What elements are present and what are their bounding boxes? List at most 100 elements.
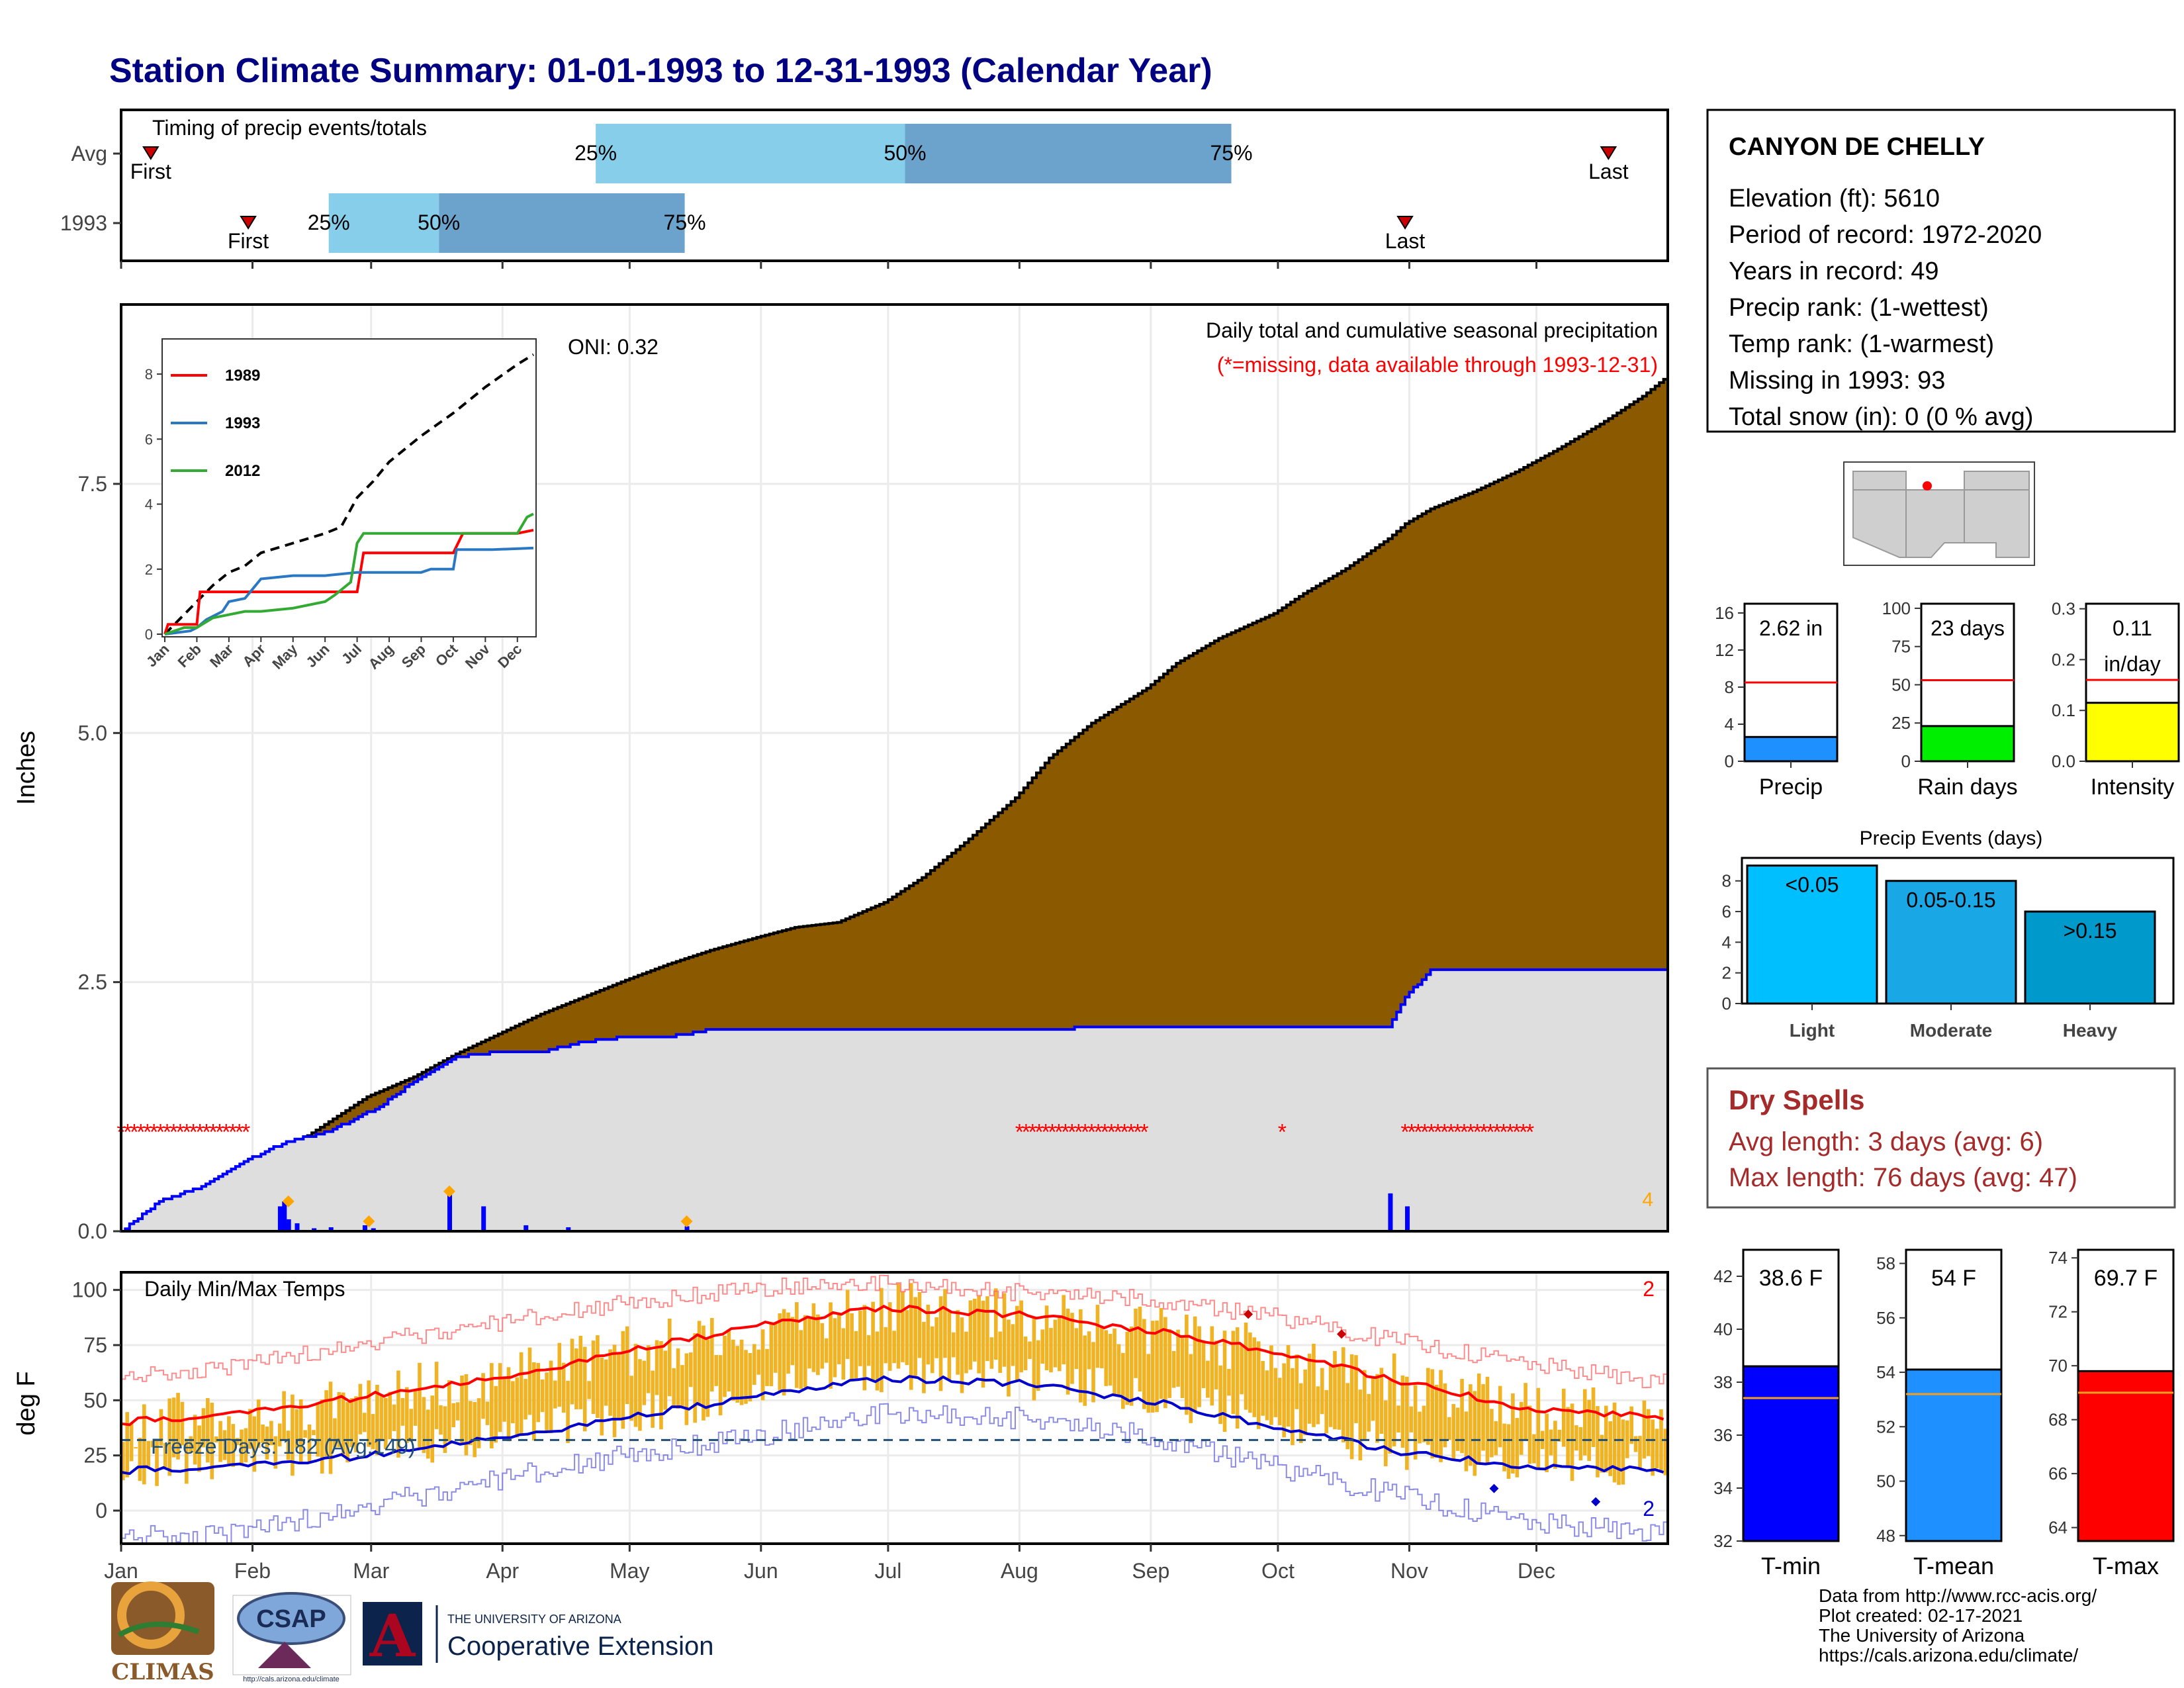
daily-temp-bar — [744, 1350, 748, 1404]
daily-temp-bar — [1400, 1375, 1405, 1448]
missing-day-marker: * — [1061, 1119, 1069, 1145]
daily-temp-bar — [727, 1331, 731, 1392]
intensity-value-unit: in/day — [2104, 652, 2160, 676]
page-title: Station Climate Summary: 01-01-1993 to 1… — [109, 52, 1212, 90]
missing-day-marker: * — [222, 1119, 230, 1145]
daily-temp-bar — [633, 1344, 638, 1427]
daily-temp-bar — [866, 1335, 871, 1366]
daily-temp-bar — [1655, 1429, 1659, 1469]
daily-temp-bar — [1392, 1353, 1396, 1446]
daily-temp-bar — [545, 1372, 549, 1431]
daily-temp-bar — [1455, 1407, 1460, 1451]
daily-temp-bar — [129, 1423, 134, 1462]
station-period: Period of record: 1972-2020 — [1729, 221, 2042, 249]
missing-day-marker: * — [169, 1119, 178, 1145]
record-low-count: 2 — [1643, 1497, 1655, 1521]
daily-temp-bar — [383, 1397, 388, 1450]
daily-temp-bar — [527, 1347, 532, 1415]
month-tick-label: Apr — [486, 1559, 519, 1583]
timing-title: Timing of precip events/totals — [152, 116, 427, 140]
missing-day-marker: * — [1499, 1119, 1508, 1145]
daily-temp-bar — [324, 1390, 328, 1457]
month-axis: Jan Feb Mar Apr May Jun Jul Aug Sep Oct Nov Dec — [104, 1544, 1555, 1583]
daily-temp-bar — [1464, 1411, 1469, 1472]
daily-temp-bar — [697, 1321, 702, 1406]
daily-temp-bar — [837, 1313, 841, 1364]
daily-temp-bar — [841, 1328, 846, 1380]
daily-temp-bar — [676, 1348, 680, 1409]
t-min-y-tick-label: 38 — [1713, 1372, 1733, 1392]
daily-temp-bar — [388, 1391, 392, 1440]
daily-temp-bar — [1142, 1319, 1146, 1409]
daily-temp-bar — [1638, 1436, 1642, 1468]
station-snow: Total snow (in): 0 (0 % avg) — [1729, 403, 2033, 431]
daily-temp-bar — [1574, 1425, 1578, 1451]
t-mean-value-label: 54 F — [1931, 1266, 1976, 1291]
missing-day-marker: * — [1107, 1119, 1116, 1145]
daily-temp-bar — [1032, 1317, 1036, 1401]
daily-temp-bar — [375, 1384, 379, 1456]
t-min-y-tick-label: 36 — [1713, 1425, 1733, 1445]
missing-day-marker: * — [1427, 1119, 1435, 1145]
daily-temp-bar — [1345, 1383, 1349, 1450]
daily-temp-bar — [1197, 1326, 1201, 1407]
daily-temp-bar — [1079, 1309, 1083, 1403]
temp-frame — [120, 1271, 1669, 1545]
daily-temp-bar — [150, 1440, 155, 1448]
missing-day-marker: * — [1101, 1119, 1109, 1145]
daily-temp-bar — [845, 1289, 850, 1359]
inset-y-tick-label: 6 — [145, 431, 153, 447]
daily-temp-bar — [693, 1333, 697, 1423]
timing-p50-label: 50% — [418, 211, 460, 234]
daily-temp-bar — [307, 1424, 312, 1462]
daily-temp-bar — [171, 1397, 176, 1458]
daily-temp-bar — [1193, 1316, 1197, 1413]
raindays-y-tick-label: 50 — [1891, 675, 1911, 694]
precip-caption: Daily total and cumulative seasonal prec… — [1206, 318, 1658, 342]
daily-temp-bar — [981, 1300, 985, 1388]
daily-temp-bar — [515, 1377, 520, 1438]
daily-temp-bar — [519, 1352, 523, 1434]
daily-temp-bar — [354, 1396, 358, 1452]
station-name: CANYON DE CHELLY — [1729, 133, 1985, 161]
daily-temp-bar — [705, 1339, 710, 1417]
daily-temp-bar — [1074, 1328, 1079, 1370]
missing-day-marker: * — [1506, 1119, 1514, 1145]
precip-events-y-tick-label: 6 — [1722, 902, 1731, 921]
inset-x-tick-label: Apr — [239, 641, 269, 671]
daily-temp-bar — [345, 1402, 349, 1463]
temp-summary-bars: 38.6 F 32 34 36 38 40 42 T-min 54 F 48 50 52 54 56 58 T… — [1713, 1248, 2175, 1579]
intensity-y-tick-label: 0.0 — [2052, 751, 2075, 771]
daily-temp-bar — [1286, 1344, 1291, 1427]
temp-y-tick-label: 25 — [83, 1444, 107, 1468]
daily-temp-bar — [426, 1409, 430, 1459]
daily-temp-bar — [1087, 1331, 1091, 1370]
daily-temp-bar — [273, 1436, 278, 1469]
daily-temp-bar — [502, 1376, 506, 1422]
station-temp-rank: Temp rank: (1-warmest) — [1729, 330, 1994, 358]
inset-line-1993 — [164, 546, 534, 635]
daily-temp-bar — [1515, 1418, 1520, 1477]
daily-precip-bar — [684, 1226, 690, 1231]
t-mean-bar — [1905, 1368, 2003, 1542]
snow-marker — [680, 1215, 693, 1227]
daily-temp-bar — [596, 1335, 600, 1419]
daily-temp-bar — [1303, 1369, 1307, 1436]
daily-temp-bar — [477, 1398, 481, 1448]
snow-marker — [282, 1195, 295, 1207]
daily-temp-bar — [362, 1413, 367, 1432]
daily-temp-bar — [1256, 1341, 1261, 1429]
daily-temp-bar — [582, 1346, 587, 1432]
missing-day-marker: * — [1486, 1119, 1494, 1145]
missing-day-marker: * — [1041, 1119, 1050, 1145]
daily-temp-bar — [655, 1340, 659, 1395]
daily-temp-bar — [1596, 1406, 1600, 1477]
daily-temp-bar — [1222, 1331, 1227, 1432]
daily-temp-bar — [1261, 1360, 1265, 1416]
t-min-y-tick-label: 40 — [1713, 1319, 1733, 1339]
inset-x-tick-label: May — [269, 640, 300, 672]
timing-p75-label: 75% — [1210, 141, 1252, 165]
daily-precip-bar — [566, 1227, 571, 1231]
daily-temp-bar — [1171, 1350, 1176, 1388]
